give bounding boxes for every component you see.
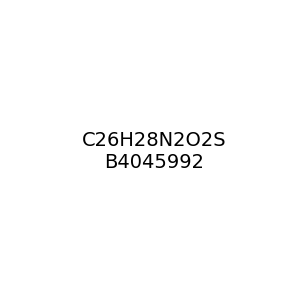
Text: C26H28N2O2S
B4045992: C26H28N2O2S B4045992 (81, 131, 226, 172)
